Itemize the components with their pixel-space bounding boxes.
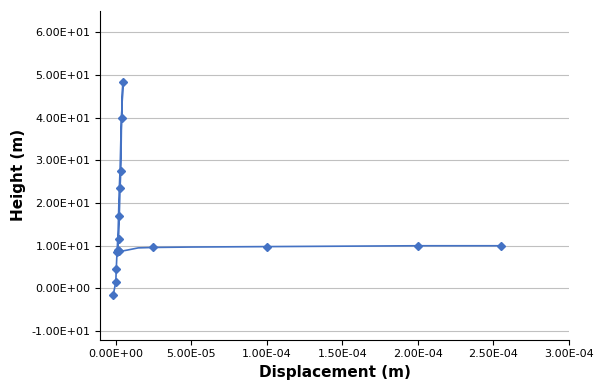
X-axis label: Displacement (m): Displacement (m) xyxy=(259,365,411,380)
Y-axis label: Height (m): Height (m) xyxy=(11,129,26,221)
